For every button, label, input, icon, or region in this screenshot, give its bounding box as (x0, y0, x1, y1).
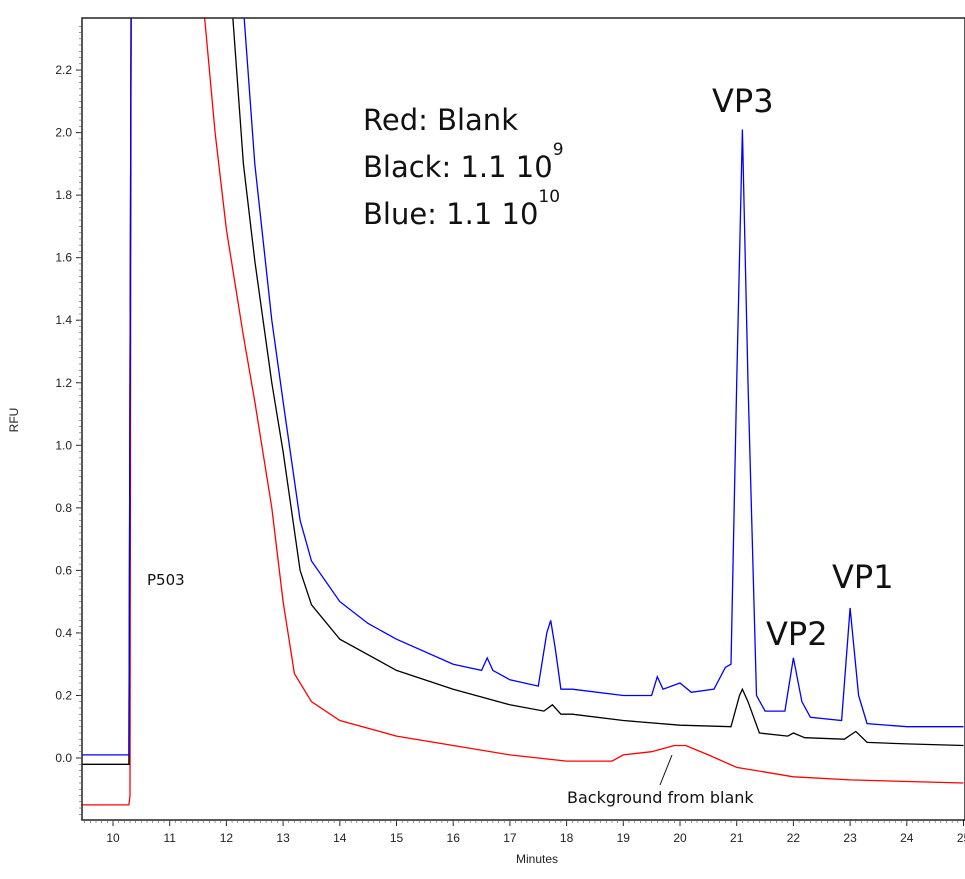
legend-red: Red: Blank (363, 103, 518, 137)
x-tick-label: 20 (673, 831, 687, 845)
trace-blank-red (82, 18, 964, 806)
background-arrow (659, 754, 673, 786)
y-tick-label: 0.0 (55, 751, 72, 765)
y-tick-label: 1.0 (55, 438, 72, 452)
x-tick-label: 21 (730, 831, 744, 845)
y-tick-label: 0.6 (55, 563, 72, 577)
plot-frame (81, 17, 965, 821)
x-tick-label: 14 (333, 831, 347, 845)
y-tick-label: 2.2 (55, 63, 72, 77)
x-tick-label: 22 (787, 831, 801, 845)
legend-black-exp: 9 (553, 140, 564, 160)
y-tick-label: 1.4 (55, 313, 72, 327)
x-tick-label: 16 (447, 831, 461, 845)
y-tick-label: 1.6 (55, 251, 72, 265)
y-tick-label: 0.8 (55, 501, 72, 515)
y-tick-label: 1.8 (55, 188, 72, 202)
y-tick-label: 1.2 (55, 376, 72, 390)
peak-label-vp1: VP1 (832, 558, 894, 596)
legend-blue: Blue: 1.1 1010 (363, 187, 560, 231)
x-tick-label: 11 (163, 831, 176, 845)
background-annotation: Background from blank (567, 788, 754, 807)
x-tick-label: 15 (390, 831, 404, 845)
legend-blue-exp: 10 (538, 187, 560, 207)
legend-black: Black: 1.1 109 (363, 140, 564, 184)
x-tick-label: 12 (220, 831, 234, 845)
x-tick-label: 23 (843, 831, 857, 845)
legend-black-prefix: Black: 1.1 10 (363, 150, 553, 184)
y-tick-label: 2.0 (55, 126, 72, 140)
y-tick-label: 0.4 (55, 626, 72, 640)
x-axis-label: Minutes (516, 852, 558, 866)
x-tick-label: 18 (560, 831, 574, 845)
y-tick-label: 0.2 (55, 688, 72, 702)
trace-black (82, 18, 964, 765)
x-tick-label: 10 (106, 831, 120, 845)
x-tick-label: 25 (957, 831, 965, 845)
peak-label-p503: P503 (147, 571, 185, 589)
x-tick-label: 13 (276, 831, 290, 845)
peak-label-vp3: VP3 (712, 82, 774, 120)
peak-label-vp2: VP2 (766, 615, 828, 653)
x-tick-label: 17 (503, 831, 517, 845)
legend-blue-prefix: Blue: 1.1 10 (363, 197, 538, 231)
trace-blue (82, 18, 964, 756)
x-tick-label: 24 (900, 831, 914, 845)
x-tick-label: 19 (617, 831, 631, 845)
y-axis-label: RFU (7, 408, 21, 433)
